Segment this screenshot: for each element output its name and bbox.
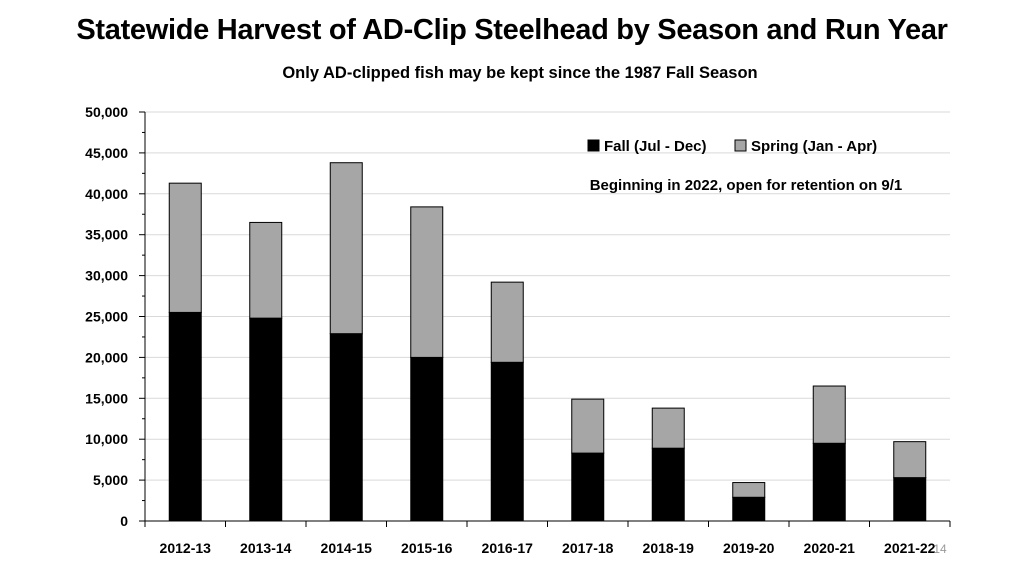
bar-spring bbox=[651, 407, 685, 449]
bar-fall bbox=[571, 452, 605, 522]
x-tick-label: 2021-22 bbox=[884, 540, 936, 556]
chart-subtitle: Only AD-clipped fish may be kept since t… bbox=[282, 64, 758, 82]
legend: Fall (Jul - Dec) Spring (Jan - Apr) bbox=[587, 138, 877, 155]
y-tick-label: 0 bbox=[120, 513, 128, 529]
bar-fall bbox=[329, 333, 363, 522]
bar-spring bbox=[329, 162, 363, 335]
bar-spring bbox=[732, 482, 766, 498]
bar-spring bbox=[893, 441, 927, 479]
x-tick-label: 2013-14 bbox=[240, 540, 292, 556]
x-tick-labels: 2012-13 2013-14 2014-15 2015-16 2016-17 2017-… bbox=[160, 540, 936, 556]
y-tick-label: 50,000 bbox=[85, 104, 128, 120]
x-tick-label: 2016-17 bbox=[482, 540, 534, 556]
legend-swatch bbox=[734, 139, 747, 152]
bar-fall bbox=[893, 477, 927, 522]
y-tick-label: 45,000 bbox=[85, 145, 128, 161]
y-tick-labels: 0 5,000 10,000 15,000 20,000 25,000 30,000 35,0… bbox=[85, 104, 128, 529]
slide-number: 14 bbox=[933, 542, 947, 556]
x-tick-label: 2015-16 bbox=[401, 540, 453, 556]
x-tick-label: 2020-21 bbox=[804, 540, 856, 556]
bar-fall bbox=[249, 317, 283, 522]
bar-fall bbox=[812, 442, 846, 522]
y-tick-label: 5,000 bbox=[93, 472, 128, 488]
y-tick-label: 20,000 bbox=[85, 349, 128, 365]
bar-fall bbox=[168, 311, 202, 522]
bar-spring bbox=[490, 281, 524, 363]
legend-swatch bbox=[587, 139, 600, 152]
y-tick-label: 35,000 bbox=[85, 227, 128, 243]
x-tick-label: 2019-20 bbox=[723, 540, 775, 556]
bar-spring bbox=[571, 398, 605, 454]
bar-spring bbox=[249, 221, 283, 319]
bar-fall bbox=[651, 447, 685, 522]
y-tick-label: 30,000 bbox=[85, 268, 128, 284]
bar-fall bbox=[410, 356, 444, 522]
bar-spring bbox=[410, 206, 444, 358]
y-tick-label: 15,000 bbox=[85, 390, 128, 406]
bars bbox=[168, 162, 927, 522]
bar-fall bbox=[732, 496, 766, 522]
chart-title: Statewide Harvest of AD-Clip Steelhead b… bbox=[76, 14, 948, 46]
y-tick-label: 40,000 bbox=[85, 186, 128, 202]
y-tick-label: 10,000 bbox=[85, 431, 128, 447]
legend-label: Spring (Jan - Apr) bbox=[751, 138, 877, 155]
bar-spring bbox=[168, 182, 202, 313]
bar-spring bbox=[812, 385, 846, 444]
axes bbox=[139, 111, 951, 527]
legend-label: Fall (Jul - Dec) bbox=[604, 138, 707, 155]
bar-fall bbox=[490, 361, 524, 522]
x-tick-label: 2012-13 bbox=[160, 540, 212, 556]
x-tick-label: 2017-18 bbox=[562, 540, 614, 556]
y-tick-label: 25,000 bbox=[85, 309, 128, 325]
chart-annotation: Beginning in 2022, open for retention on… bbox=[590, 177, 903, 194]
x-tick-label: 2014-15 bbox=[321, 540, 373, 556]
x-tick-label: 2018-19 bbox=[643, 540, 695, 556]
